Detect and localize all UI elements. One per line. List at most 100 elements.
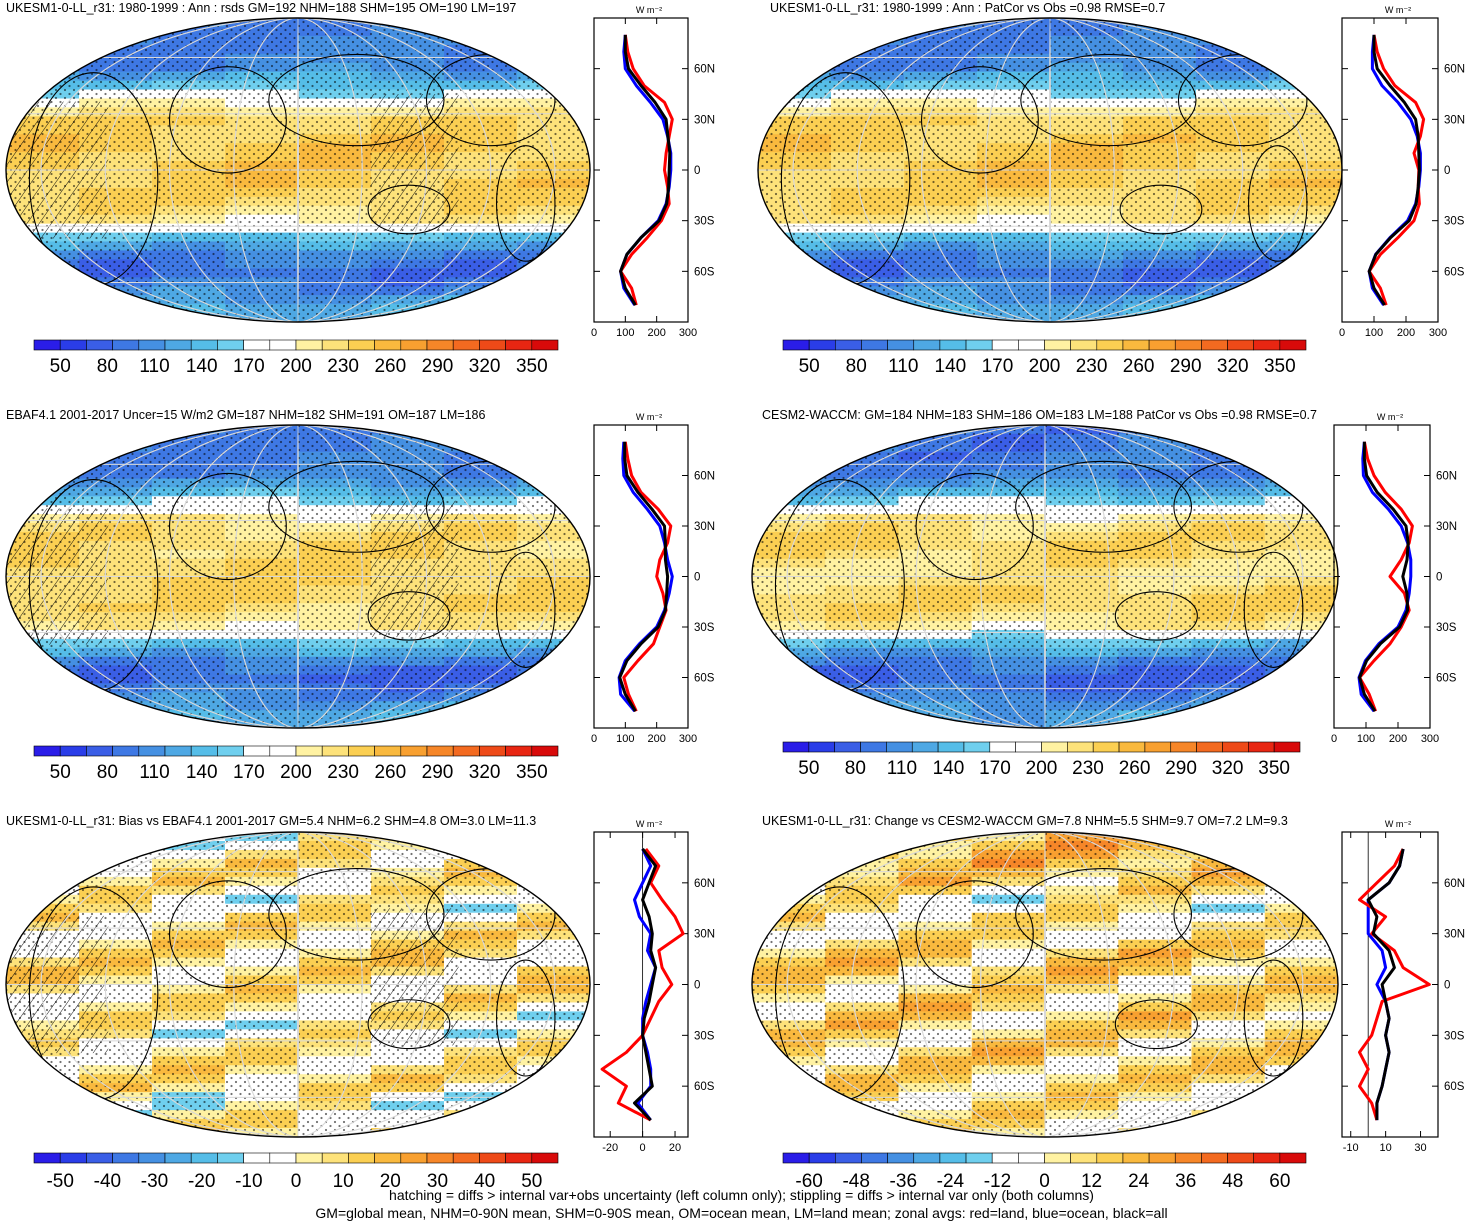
colorbar-swatch bbox=[782, 741, 810, 753]
colorbar-swatch bbox=[112, 1152, 140, 1164]
panel-title-2: UKESM1-0-LL_r31: 1980-1999 : Ann : PatCo… bbox=[770, 1, 1166, 15]
zonal-lat-label: 60N bbox=[694, 64, 715, 76]
colorbar-tick-label: 20 bbox=[380, 1171, 401, 1192]
colorbar-swatch bbox=[1170, 741, 1197, 753]
colorbar-swatch bbox=[138, 1152, 166, 1164]
zonal-lat-label: 60S bbox=[1444, 1081, 1465, 1093]
colorbar-swatch bbox=[861, 339, 888, 351]
zonal-lat-label: 60S bbox=[1444, 266, 1465, 278]
zonal-x-tick-label: 100 bbox=[616, 733, 634, 745]
colorbar-swatch bbox=[963, 741, 991, 753]
colorbar-swatch bbox=[190, 339, 218, 351]
map-field-6 bbox=[752, 832, 1338, 1137]
zonal-lat-label: 60N bbox=[694, 878, 715, 890]
colorbar-swatch bbox=[834, 1152, 862, 1164]
map-border bbox=[751, 831, 1339, 1138]
colorbar-swatch bbox=[939, 339, 967, 351]
colorbar-swatch bbox=[374, 1152, 402, 1164]
zonal-x-tick-label: -10 bbox=[1343, 1142, 1359, 1154]
map-field-2 bbox=[758, 18, 1342, 322]
colorbar-tick-label: 200 bbox=[1026, 758, 1058, 779]
continent-outline bbox=[168, 472, 287, 581]
colorbar-swatch bbox=[295, 745, 323, 757]
zonal-x-tick-label: 300 bbox=[679, 327, 697, 339]
zonal-plot-6: 60N 30N 0 30S 60S -10 10 30 W m⁻² bbox=[1341, 819, 1465, 1154]
zonal-lat-label: 30N bbox=[694, 114, 715, 126]
colorbar-swatch bbox=[112, 339, 140, 351]
colorbar-swatch bbox=[505, 1152, 533, 1164]
colorbar-tick-label: -30 bbox=[141, 1171, 168, 1192]
colorbar-tick-label: 50 bbox=[521, 1171, 542, 1192]
colorbar-swatch bbox=[1018, 1152, 1045, 1164]
colorbar-swatch bbox=[243, 1152, 271, 1164]
colorbar-swatch bbox=[321, 339, 349, 351]
panel-title-5: UKESM1-0-LL_r31: Bias vs EBAF4.1 2001-20… bbox=[6, 814, 537, 828]
zonal-series-all bbox=[1358, 441, 1410, 712]
zonal-plot-4: 60N 30N 0 30S 60S 0 100 200 300 W m⁻² bbox=[1331, 412, 1457, 745]
colorbar-swatch bbox=[190, 1152, 218, 1164]
panel-6: -60 -48 -36 -24 -12 0 12 24 36 48 60 60N 30N 0 30S 60S -… bbox=[751, 819, 1465, 1192]
zonal-series-land bbox=[1358, 441, 1414, 712]
colorbar-tick-label: 170 bbox=[979, 758, 1011, 779]
colorbar-tick-label: -60 bbox=[795, 1171, 822, 1192]
zonal-plot-5: 60N 30N 0 30S 60S -20 0 20 W m⁻² bbox=[593, 819, 715, 1154]
continent-outline bbox=[168, 66, 287, 174]
zonal-lat-label: 30S bbox=[1444, 216, 1465, 228]
colorbar-swatch bbox=[1279, 1152, 1307, 1164]
colorbar-tick-label: 230 bbox=[1076, 356, 1108, 377]
colorbar-swatch bbox=[479, 339, 506, 351]
colorbar-swatch bbox=[1044, 339, 1071, 351]
colorbar-swatch bbox=[269, 339, 297, 351]
colorbar-tick-label: 260 bbox=[374, 762, 406, 783]
zonal-series-land bbox=[1358, 848, 1431, 1121]
colorbar-tick-label: 36 bbox=[1175, 1171, 1196, 1192]
colorbar-swatch bbox=[164, 1152, 192, 1164]
footnote-line-1: hatching = diffs > internal var+obs unce… bbox=[389, 1187, 1094, 1203]
colorbar-swatch bbox=[1122, 1152, 1150, 1164]
zonal-lat-label: 0 bbox=[694, 165, 700, 177]
colorbar-tick-label: 140 bbox=[933, 758, 965, 779]
colorbar-swatch bbox=[59, 1152, 87, 1164]
colorbar-swatch bbox=[1044, 1152, 1071, 1164]
map-border bbox=[5, 424, 591, 729]
colorbar-tick-label: 170 bbox=[982, 356, 1014, 377]
colorbar-swatch bbox=[937, 741, 965, 753]
colorbar-swatch bbox=[1201, 339, 1228, 351]
zonal-unit-label: W m⁻² bbox=[1377, 412, 1403, 422]
footnote-line-2: GM=global mean, NHM=0-90N mean, SHM=0-90… bbox=[315, 1205, 1168, 1221]
colorbar-tick-label: -48 bbox=[842, 1171, 869, 1192]
colorbar-tick-label: 350 bbox=[1264, 356, 1296, 377]
colorbar-tick-label: 80 bbox=[97, 762, 118, 783]
colorbar-swatch bbox=[400, 1152, 428, 1164]
colorbar-tick-label: 50 bbox=[50, 762, 71, 783]
colorbar-swatch bbox=[217, 1152, 244, 1164]
zonal-lat-label: 30N bbox=[1444, 114, 1465, 126]
map-field-5 bbox=[6, 832, 590, 1137]
continent-outline bbox=[268, 868, 445, 961]
colorbar-swatch bbox=[887, 1152, 915, 1164]
colorbar-tick-label: 320 bbox=[1217, 356, 1249, 377]
colorbar-swatch bbox=[1070, 339, 1098, 351]
zonal-lat-label: 60N bbox=[694, 471, 715, 483]
zonal-lat-label: 30S bbox=[694, 1030, 715, 1042]
zonal-lat-label: 30N bbox=[1436, 521, 1457, 533]
colorbar-tick-label: 200 bbox=[280, 356, 312, 377]
colorbar-tick-label: 260 bbox=[1119, 758, 1151, 779]
colorbar-tick-label: 290 bbox=[422, 356, 454, 377]
colorbar-tick-label: -40 bbox=[94, 1171, 121, 1192]
zonal-plot-3: 60N 30N 0 30S 60S 0 100 200 300 W m⁻² bbox=[591, 412, 715, 745]
zonal-series-all bbox=[618, 441, 670, 712]
zonal-x-tick-label: 200 bbox=[1389, 733, 1407, 745]
colorbar-swatch bbox=[782, 339, 810, 351]
colorbar-swatch bbox=[1174, 339, 1202, 351]
colorbar-tick-label: 170 bbox=[233, 762, 265, 783]
colorbar-tick-label: 350 bbox=[1258, 758, 1290, 779]
colorbar-swatch bbox=[1067, 741, 1094, 753]
colorbar-swatch bbox=[886, 741, 913, 753]
colorbar-swatch bbox=[1222, 741, 1249, 753]
colorbar-tick-label: 50 bbox=[50, 356, 71, 377]
colorbar-swatch bbox=[991, 339, 1019, 351]
colorbar-swatch bbox=[505, 745, 533, 757]
zonal-series-all bbox=[619, 34, 672, 306]
colorbar-swatch bbox=[217, 745, 244, 757]
